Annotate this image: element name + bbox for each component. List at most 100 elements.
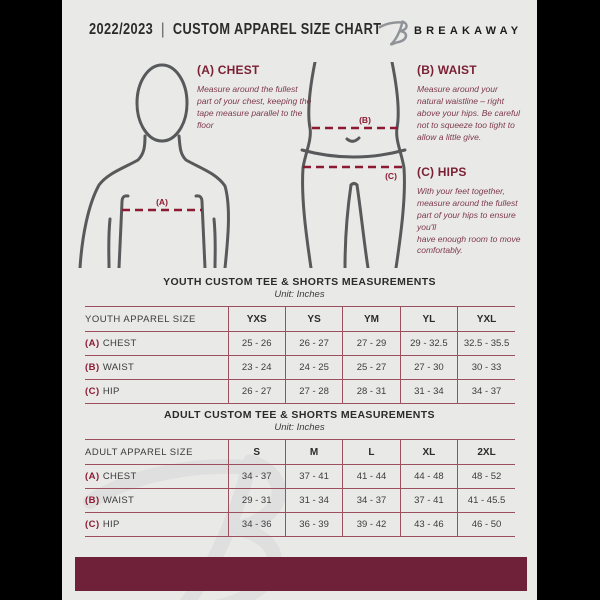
youth-table-unit: Unit: Inches <box>274 289 325 300</box>
table-row: (C) HIP 26 - 27 27 - 28 28 - 31 31 - 34 … <box>85 379 515 404</box>
adult-header-col: ADULT APPAREL SIZE <box>85 446 193 458</box>
cell-value: 29 - 32.5 <box>399 331 458 356</box>
waist-description: Measure around your natural waistline – … <box>417 84 521 142</box>
cell-value: 41 - 44 <box>342 464 401 489</box>
cell-value: 32.5 - 35.5 <box>457 331 515 356</box>
cell-value: 36 - 39 <box>284 512 343 537</box>
cell-value: 46 - 50 <box>457 512 515 537</box>
youth-table-title: YOUTH CUSTOM TEE & SHORTS MEASUREMENTS <box>163 276 436 288</box>
cell-value: 25 - 27 <box>342 355 401 380</box>
youth-size-yxl: YXL <box>457 306 515 332</box>
row-prefix: (C) <box>85 519 100 530</box>
adult-size-2xl: 2XL <box>457 439 515 465</box>
figure-right-side <box>390 62 406 268</box>
waist-marker-label: (B) <box>359 115 371 125</box>
youth-size-ym: YM <box>342 306 401 332</box>
figure-left-inner-arm <box>107 217 112 268</box>
table-row: (B) WAIST 23 - 24 24 - 25 25 - 27 27 - 3… <box>85 355 515 380</box>
row-prefix: (C) <box>85 386 100 397</box>
chest-marker-label: (A) <box>156 197 168 207</box>
figure-head <box>135 63 189 143</box>
cell-value: 29 - 31 <box>227 488 286 513</box>
cell-value: 48 - 52 <box>457 464 515 489</box>
row-label: HIP <box>102 519 120 530</box>
youth-size-ys: YS <box>284 306 343 332</box>
chest-heading: (A) CHEST <box>197 63 260 77</box>
figure-navel <box>345 136 361 143</box>
cell-value: 23 - 24 <box>227 355 286 380</box>
breakaway-logo-icon <box>378 20 408 46</box>
torso-figure-illustration: (A) <box>78 63 230 268</box>
row-label: CHEST <box>102 471 137 482</box>
cell-value: 27 - 28 <box>284 379 343 404</box>
waist-heading: (B) WAIST <box>417 63 477 77</box>
row-label: HIP <box>102 386 120 397</box>
lower-body-figure-illustration: (B) (C) <box>300 62 407 268</box>
cell-value: 43 - 46 <box>399 512 458 537</box>
table-row: (C) HIP 34 - 36 36 - 39 39 - 42 43 - 46 … <box>85 512 515 537</box>
cell-value: 31 - 34 <box>399 379 458 404</box>
title-text: CUSTOM APPAREL SIZE CHART <box>172 21 382 38</box>
adult-table-unit: Unit: Inches <box>274 422 325 433</box>
figure-left-arm <box>78 134 147 268</box>
adult-size-xl: XL <box>399 439 458 465</box>
figure-right-chest-line <box>194 194 207 268</box>
youth-size-yl: YL <box>399 306 458 332</box>
figure-right-inner-arm <box>212 217 217 268</box>
cell-value: 25 - 26 <box>227 331 286 356</box>
cell-value: 26 - 27 <box>284 331 343 356</box>
row-prefix: (A) <box>85 471 100 482</box>
brand-name: BREAKAWAY <box>414 25 523 37</box>
cell-value: 37 - 41 <box>399 488 458 513</box>
adult-size-s: S <box>227 439 286 465</box>
cell-value: 34 - 37 <box>227 464 286 489</box>
size-chart-page: 2022/2023 | CUSTOM APPAREL SIZE CHART BR… <box>62 0 537 600</box>
adult-header-row: ADULT APPAREL SIZE S M L XL 2XL <box>85 439 515 465</box>
adult-size-l: L <box>342 439 401 465</box>
chest-description: Measure around the fullest part of your … <box>197 84 312 130</box>
youth-header-row: YOUTH APPAREL SIZE YXS YS YM YL YXL <box>85 306 515 332</box>
cell-value: 34 - 37 <box>457 379 515 404</box>
youth-size-yxs: YXS <box>227 306 286 332</box>
cell-value: 27 - 30 <box>399 355 458 380</box>
hips-heading: (C) HIPS <box>417 165 467 179</box>
row-label: WAIST <box>102 495 135 506</box>
cell-value: 30 - 33 <box>457 355 515 380</box>
adult-size-table: ADULT APPAREL SIZE S M L XL 2XL (A) CHES… <box>85 439 515 537</box>
cell-value: 34 - 37 <box>342 488 401 513</box>
cell-value: 37 - 41 <box>284 464 343 489</box>
hips-description: With your feet together, measure around … <box>417 186 521 256</box>
cell-value: 41 - 45.5 <box>457 488 515 513</box>
cell-value: 24 - 25 <box>284 355 343 380</box>
cell-value: 26 - 27 <box>227 379 286 404</box>
cell-value: 28 - 31 <box>342 379 401 404</box>
cell-value: 34 - 36 <box>227 512 286 537</box>
cell-value: 31 - 34 <box>284 488 343 513</box>
cell-value: 44 - 48 <box>399 464 458 489</box>
row-prefix: (B) <box>85 495 100 506</box>
adult-table-title: ADULT CUSTOM TEE & SHORTS MEASUREMENTS <box>164 409 435 421</box>
figure-left-inner-leg <box>343 183 353 268</box>
row-prefix: (B) <box>85 362 100 373</box>
cell-value: 39 - 42 <box>342 512 401 537</box>
table-row: (A) CHEST 25 - 26 26 - 27 27 - 29 29 - 3… <box>85 331 515 356</box>
figure-hip-curve <box>300 148 407 159</box>
adult-size-m: M <box>284 439 343 465</box>
hip-marker-label: (C) <box>385 171 397 181</box>
table-row: (B) WAIST 29 - 31 31 - 34 34 - 37 37 - 4… <box>85 488 515 513</box>
figure-right-arm <box>177 134 230 268</box>
row-label: WAIST <box>102 362 135 373</box>
title-year: 2022/2023 <box>89 21 154 38</box>
row-prefix: (A) <box>85 338 100 349</box>
cell-value: 27 - 29 <box>342 331 401 356</box>
figure-left-chest-line <box>117 194 130 268</box>
title-divider: | <box>161 21 165 38</box>
footer-accent-bar <box>75 557 527 591</box>
page-title: 2022/2023 | CUSTOM APPAREL SIZE CHART <box>89 21 381 39</box>
youth-size-table: YOUTH APPAREL SIZE YXS YS YM YL YXL (A) … <box>85 306 515 404</box>
youth-header-col: YOUTH APPAREL SIZE <box>85 313 196 325</box>
table-row: (A) CHEST 34 - 37 37 - 41 41 - 44 44 - 4… <box>85 464 515 489</box>
row-label: CHEST <box>102 338 137 349</box>
figure-right-inner-leg <box>355 183 370 268</box>
